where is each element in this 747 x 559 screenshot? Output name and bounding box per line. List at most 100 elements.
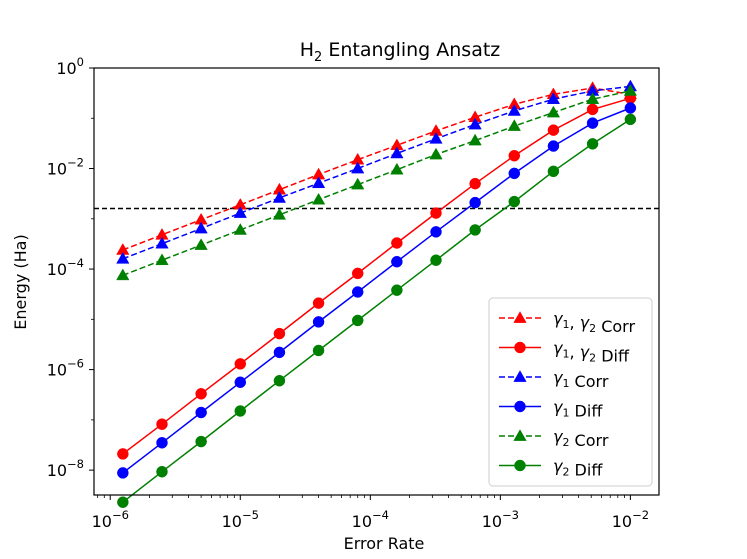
- data-point: [272, 191, 287, 203]
- tick-exponent: 0: [77, 55, 84, 69]
- data-point: [391, 237, 403, 249]
- data-point: [547, 140, 560, 152]
- data-point: [586, 138, 599, 150]
- y-tick-label: 10−8: [47, 457, 84, 480]
- legend-marker: [513, 370, 527, 382]
- tick-exponent: −2: [67, 156, 84, 170]
- data-point: [351, 161, 365, 174]
- x-tick-label: 10−2: [612, 508, 649, 531]
- data-point: [624, 113, 637, 126]
- data-point: [156, 465, 168, 478]
- x-tick-label: 10−3: [482, 508, 519, 531]
- series-line: [122, 118, 631, 503]
- data-point: [234, 376, 247, 389]
- chart-title-rest: Entangling Ansatz: [322, 39, 500, 61]
- legend-label: γ2 Diff: [553, 457, 603, 480]
- data-point: [469, 177, 481, 190]
- data-point: [546, 92, 561, 104]
- y-axis-label: Energy (Ha): [11, 234, 30, 329]
- data-point: [195, 406, 207, 419]
- tick-exponent: −6: [67, 357, 84, 371]
- chart-title-subscript: 2: [314, 50, 322, 65]
- data-point: [273, 374, 286, 387]
- legend-label-part: γ: [553, 339, 564, 358]
- data-point: [117, 467, 129, 479]
- data-point: [469, 224, 481, 236]
- data-point: [390, 146, 404, 159]
- legend-subscript: 2: [562, 466, 569, 479]
- data-point: [117, 496, 129, 508]
- legend-label: γ1 Diff: [553, 398, 603, 421]
- legend-subscript: 1: [562, 407, 569, 420]
- data-point: [624, 102, 637, 114]
- series-line: [122, 85, 631, 260]
- tick-exponent: −5: [242, 508, 259, 522]
- data-point: [586, 103, 599, 116]
- legend-subscript: 1: [562, 348, 569, 361]
- tick-base: 10: [352, 512, 372, 531]
- legend-label-part: γ: [553, 457, 564, 476]
- tick-base: 10: [482, 512, 502, 531]
- data-point: [233, 223, 247, 235]
- y-tick-label: 10−2: [47, 156, 84, 179]
- data-point: [194, 221, 208, 234]
- legend-label-part: γ: [580, 343, 591, 362]
- legend-subscript: 1: [562, 318, 569, 331]
- x-tick-label: 10−5: [222, 508, 259, 531]
- series-line: [122, 107, 631, 474]
- data-point: [155, 236, 169, 249]
- legend-label-part: Diff: [596, 347, 630, 366]
- legend-label-part: γ: [553, 368, 564, 387]
- x-tick-label: 10−6: [92, 508, 129, 531]
- data-point: [156, 437, 168, 449]
- data-point: [586, 117, 599, 129]
- data-point: [272, 207, 287, 220]
- tick-exponent: −8: [67, 457, 84, 471]
- legend-label-part: ,: [569, 343, 579, 362]
- data-point: [351, 177, 365, 190]
- series-5: [116, 84, 638, 281]
- legend-marker: [513, 429, 527, 441]
- legend-label: γ2 Corr: [553, 427, 609, 450]
- legend-label: γ1, γ2 Diff: [553, 339, 630, 366]
- series-4: [117, 102, 637, 479]
- data-point: [195, 435, 207, 448]
- data-point: [429, 147, 443, 160]
- data-point: [468, 133, 482, 146]
- series-6: [117, 113, 637, 508]
- tick-exponent: −6: [112, 508, 129, 522]
- legend-marker: [514, 459, 526, 472]
- tick-base: 10: [47, 260, 67, 279]
- data-point: [116, 251, 130, 264]
- y-tick-label: 10−6: [47, 357, 84, 380]
- series-line: [122, 90, 631, 276]
- series-3: [116, 79, 638, 264]
- tick-base: 10: [56, 59, 76, 78]
- legend-entry: γ2 Diff: [499, 457, 603, 480]
- data-point: [234, 405, 247, 417]
- data-point: [508, 149, 521, 162]
- data-point: [507, 104, 521, 116]
- legend-label-part: Corr: [569, 431, 608, 450]
- data-point: [391, 284, 403, 296]
- data-point: [233, 206, 247, 218]
- data-point: [430, 207, 442, 219]
- legend-label: γ1 Corr: [553, 368, 609, 391]
- legend-label-part: Diff: [569, 402, 603, 421]
- data-point: [234, 358, 247, 370]
- legend-entry: γ1, γ2 Corr: [499, 309, 635, 336]
- legend-subscript: 2: [589, 352, 596, 365]
- tick-base: 10: [612, 512, 632, 531]
- tick-exponent: −4: [67, 256, 84, 270]
- data-point: [429, 131, 443, 144]
- plot-frame: [93, 67, 660, 496]
- data-point: [623, 84, 638, 96]
- legend-subscript: 2: [589, 322, 596, 335]
- tick-base: 10: [47, 160, 67, 179]
- data-point: [273, 327, 286, 340]
- tick-base: 10: [47, 461, 67, 480]
- data-point: [312, 316, 325, 328]
- data-point: [311, 176, 326, 189]
- tick-base: 10: [92, 512, 112, 531]
- data-point: [311, 192, 326, 205]
